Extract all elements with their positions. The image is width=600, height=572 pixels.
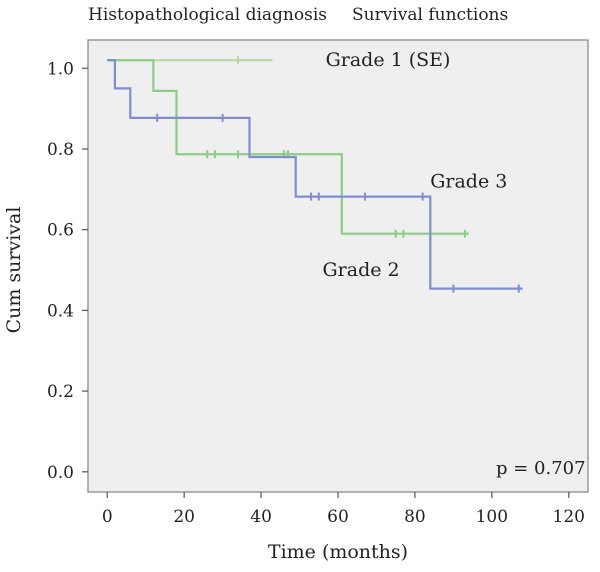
y-axis-title: Cum survival xyxy=(3,207,25,334)
series-label: Grade 1 (SE) xyxy=(326,49,451,71)
header-left: Histopathological diagnosis xyxy=(88,5,327,25)
survival-curve xyxy=(107,59,523,290)
x-tick-label: 120 xyxy=(553,507,585,527)
x-tick-label: 0 xyxy=(102,507,113,527)
x-tick-label: 80 xyxy=(404,507,426,527)
y-tick-label: 0.4 xyxy=(47,301,74,321)
y-tick-label: 0.6 xyxy=(47,221,74,241)
survival-curve xyxy=(107,59,469,235)
y-tick-label: 0.0 xyxy=(47,463,74,483)
x-tick-label: 60 xyxy=(327,507,349,527)
series-grade-3 xyxy=(107,59,523,293)
x-tick-label: 100 xyxy=(476,507,508,527)
series-label: Grade 2 xyxy=(323,259,400,281)
x-axis-title: Time (months) xyxy=(268,541,408,563)
y-tick-label: 0.8 xyxy=(47,140,74,160)
x-tick-label: 40 xyxy=(250,507,272,527)
p-value-annotation: p = 0.707 xyxy=(496,458,586,479)
y-tick-label: 0.2 xyxy=(47,382,74,402)
header-right: Survival functions xyxy=(352,5,508,25)
series-label: Grade 3 xyxy=(430,170,507,192)
x-tick-label: 20 xyxy=(173,507,195,527)
plot-area xyxy=(87,39,589,493)
series-grade-2 xyxy=(107,59,469,238)
y-tick-label: 1.0 xyxy=(47,59,74,79)
